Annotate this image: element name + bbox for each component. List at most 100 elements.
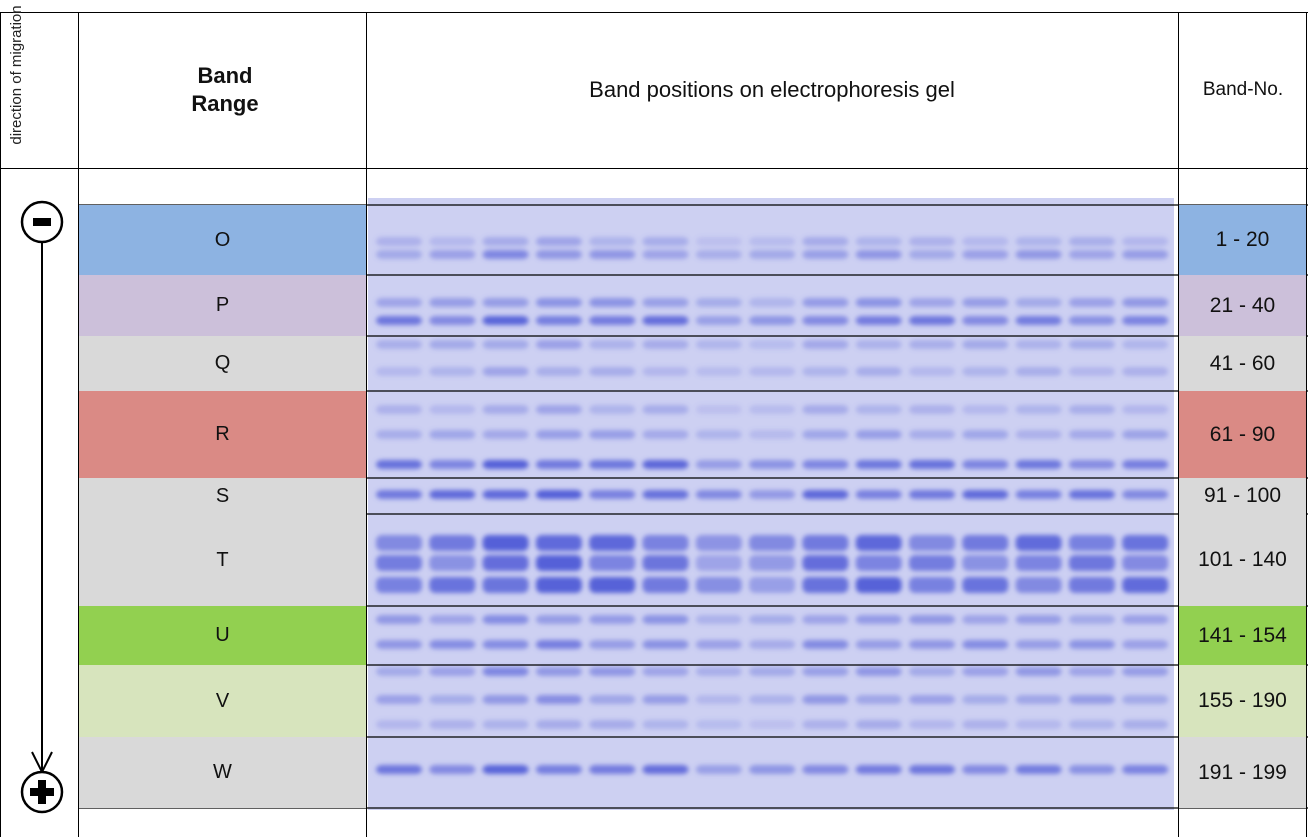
gel-band: [429, 555, 475, 571]
gel-band: [909, 405, 955, 414]
gel-band: [962, 250, 1008, 259]
gel-band: [749, 340, 795, 349]
gel-band: [1069, 640, 1115, 649]
gel-band: [589, 460, 635, 469]
gel-band: [749, 430, 795, 439]
gel-band: [1122, 250, 1168, 259]
gel-band: [696, 405, 742, 414]
gel-band: [962, 720, 1008, 729]
gel-band: [909, 720, 955, 729]
gel-band: [1016, 298, 1062, 307]
gel-band: [483, 298, 529, 307]
gel-band: [749, 577, 795, 593]
gel-band: [376, 577, 422, 593]
gel-band: [749, 695, 795, 704]
gel-band: [1122, 340, 1168, 349]
gel-band: [802, 555, 848, 571]
gel-band: [643, 298, 689, 307]
gel-band: [536, 405, 582, 414]
gel-band: [536, 367, 582, 376]
band-no-cell: 155 - 190: [1179, 665, 1306, 737]
gel-band: [696, 237, 742, 246]
gel-band: [909, 367, 955, 376]
gel-band: [749, 490, 795, 499]
gel-band: [536, 555, 582, 571]
gel-band: [1016, 535, 1062, 551]
gel-band: [962, 615, 1008, 624]
gel-band: [802, 695, 848, 704]
gel-band: [909, 535, 955, 551]
gel-band: [749, 316, 795, 325]
gel-band: [643, 490, 689, 499]
gel-band: [589, 695, 635, 704]
gel-band: [536, 340, 582, 349]
gel-band: [856, 460, 902, 469]
band-range-cell: R: [79, 391, 366, 478]
gel-band: [1016, 765, 1062, 774]
gel-band: [643, 340, 689, 349]
gel-band: [429, 577, 475, 593]
gel-band: [856, 405, 902, 414]
band-no-cell: 101 - 140: [1179, 514, 1306, 606]
gel-band: [696, 615, 742, 624]
gel-band: [1122, 535, 1168, 551]
gel-band: [962, 430, 1008, 439]
gel-band: [536, 237, 582, 246]
gel-band: [1016, 316, 1062, 325]
gel-band: [589, 490, 635, 499]
gel-band: [589, 367, 635, 376]
gel-band: [802, 667, 848, 676]
gel-band: [909, 577, 955, 593]
gel-band: [429, 405, 475, 414]
gel-band: [749, 367, 795, 376]
gel-band: [589, 298, 635, 307]
gel-band: [1069, 615, 1115, 624]
gel-band: [802, 577, 848, 593]
gel-band: [749, 460, 795, 469]
gel-band: [962, 490, 1008, 499]
gel-band: [856, 490, 902, 499]
band-range-header: Band Range: [180, 40, 270, 140]
gel-band: [536, 615, 582, 624]
gel-band: [962, 340, 1008, 349]
gel-band: [536, 640, 582, 649]
gel-band: [1016, 695, 1062, 704]
gel-band: [536, 460, 582, 469]
band-no-cell: 41 - 60: [1179, 336, 1306, 391]
gel-band: [643, 367, 689, 376]
gel-band: [696, 555, 742, 571]
band-no-cell: 1 - 20: [1179, 205, 1306, 275]
gel-band: [749, 615, 795, 624]
gel-band: [483, 405, 529, 414]
gel-band: [376, 405, 422, 414]
gel-band: [643, 237, 689, 246]
gel-band: [696, 720, 742, 729]
gel-band: [483, 555, 529, 571]
gel-band: [802, 430, 848, 439]
gel-band: [1069, 405, 1115, 414]
gel-band: [643, 667, 689, 676]
gel-band: [589, 640, 635, 649]
gel-band: [696, 640, 742, 649]
gel-band: [856, 535, 902, 551]
gel-band: [1069, 237, 1115, 246]
gel-band: [856, 316, 902, 325]
gel-band: [909, 765, 955, 774]
gel-band: [909, 430, 955, 439]
band-no-cell: 61 - 90: [1179, 391, 1306, 478]
gel-band: [1016, 460, 1062, 469]
gel-band: [376, 367, 422, 376]
gel-band: [856, 367, 902, 376]
gel-band: [802, 250, 848, 259]
gel-band: [429, 250, 475, 259]
gel-band: [856, 298, 902, 307]
gel-band: [376, 340, 422, 349]
band-no-cell: 191 - 199: [1179, 737, 1306, 808]
band-no-cell: 141 - 154: [1179, 606, 1306, 665]
gel-background: [368, 198, 1174, 810]
gel-band: [1122, 577, 1168, 593]
gel-band: [802, 640, 848, 649]
gel-band: [376, 555, 422, 571]
gel-band: [643, 640, 689, 649]
gel-band: [643, 555, 689, 571]
